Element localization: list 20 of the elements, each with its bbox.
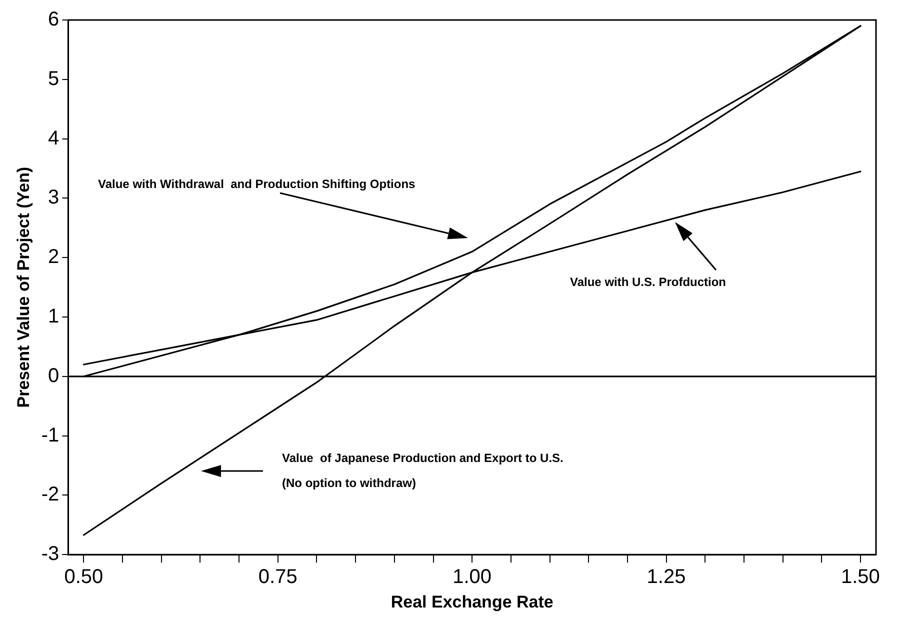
x-tick-label: 0.50 <box>64 566 104 588</box>
annotation: Value of Japanese Production and Export to U.S. (No option to withdraw) <box>282 450 564 492</box>
y-axis-title: Present Value of Project (Yen) <box>14 166 33 408</box>
y-tick-label: 4 <box>48 127 60 150</box>
x-tick-label: 1.50 <box>840 566 880 588</box>
y-tick-label: -3 <box>41 543 60 566</box>
y-tick-label: -2 <box>41 484 60 506</box>
y-tick-label: 6 <box>48 8 60 31</box>
annotation: Value with U.S. Profduction <box>570 274 726 291</box>
y-tick-label: 3 <box>48 186 60 209</box>
y-tick-label: 2 <box>48 246 60 268</box>
x-tick-label: 0.75 <box>258 566 298 588</box>
y-tick-label: 1 <box>48 306 60 328</box>
x-tick-label: 1.00 <box>452 566 492 588</box>
annotation: Value with Withdrawal and Production Shifting Options <box>98 176 416 193</box>
x-axis-title: Real Exchange Rate <box>390 592 554 612</box>
y-tick-label: 0 <box>48 364 60 387</box>
y-tick-label: -1 <box>41 424 60 446</box>
y-tick-label: 5 <box>48 68 60 90</box>
x-tick-label: 1.25 <box>646 566 686 588</box>
